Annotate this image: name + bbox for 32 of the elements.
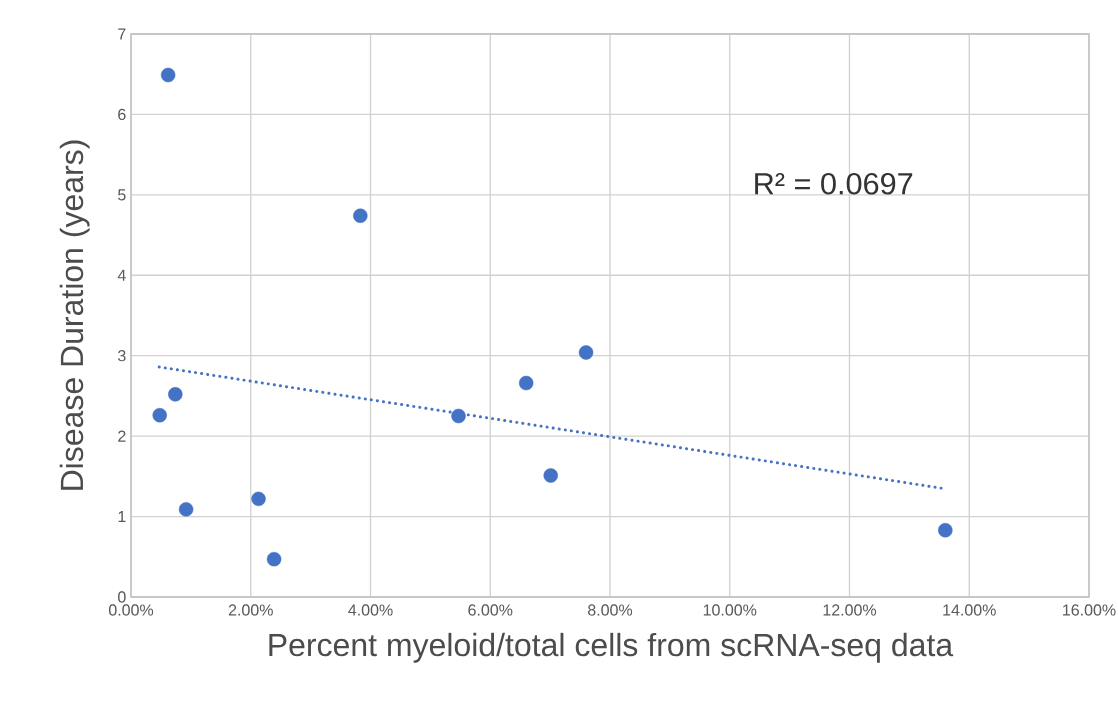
y-tick-label: 1 xyxy=(118,511,126,523)
x-axis-title: Percent myeloid/total cells from scRNA-seq data xyxy=(269,632,954,663)
y-tick-label: 4 xyxy=(117,269,126,281)
point xyxy=(518,375,534,391)
point xyxy=(938,523,953,538)
annotation: R² = 0.0697 xyxy=(755,172,913,195)
x-tick-label: 8.00% xyxy=(588,604,633,616)
point xyxy=(578,345,594,360)
y-tick-label: 7 xyxy=(118,28,126,40)
x-tick-label: 10.00% xyxy=(703,604,757,616)
point xyxy=(353,208,368,223)
point xyxy=(451,408,466,424)
y-tick-label: 6 xyxy=(118,108,126,121)
x-tick-label: 6.00% xyxy=(468,604,513,616)
y-axis-title: Disease Duration (years) xyxy=(59,140,90,490)
x-tick-label: 16.00% xyxy=(1063,604,1116,616)
point xyxy=(152,408,167,423)
x-tick-label: 4.00% xyxy=(348,604,393,616)
point xyxy=(178,502,194,517)
y-tick-label: 3 xyxy=(118,350,126,362)
point xyxy=(543,468,558,483)
x-tick-label: 2.00% xyxy=(228,604,273,616)
point xyxy=(160,67,176,83)
x-tick-label: 0.00% xyxy=(108,604,154,616)
point xyxy=(266,551,282,567)
x-tick-label: 12.00% xyxy=(823,604,877,616)
y-tick-label: 2 xyxy=(118,430,126,442)
point xyxy=(168,387,183,402)
point xyxy=(251,491,266,507)
x-tick-label: 14.00% xyxy=(943,604,996,616)
y-tick-label: 0 xyxy=(118,591,126,603)
y-tick-label: 5 xyxy=(118,189,126,201)
